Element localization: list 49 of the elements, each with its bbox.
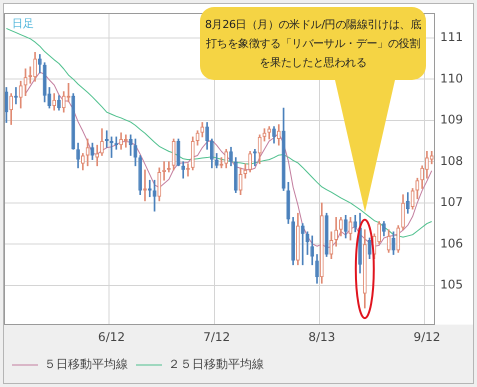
candlestick [4,87,8,123]
legend-label: ５日移動平均線 [44,357,128,372]
candlestick [176,138,180,166]
legend-label: ２５日移動平均線 [168,357,264,372]
candlestick [100,128,104,156]
y-tick-label: 110 [440,71,463,86]
candlestick [24,68,28,96]
candlestick [324,212,328,257]
candlestick [48,87,52,108]
y-tick-label: 105 [440,278,463,292]
candlestick [57,95,61,110]
candlestick [262,128,266,142]
candlestick [76,142,80,168]
candlestick [86,138,90,166]
candlestick [220,157,224,168]
candlestick [229,146,233,166]
candlestick [267,126,272,140]
annotation: 8月26日（月）の米ドル/円の陽線引けは、底打ちを象徴する「リバーサル・デー」の役割を果たしたと思われる [200,7,426,80]
x-tick-label: 7/12 [203,330,230,344]
x-tick-label: 6/12 [98,330,125,344]
x-tick-label: 9/12 [413,330,440,344]
candlestick [382,221,386,236]
candlestick [306,231,310,255]
x-tick-label: 8/13 [308,330,336,344]
candlestick [282,108,286,191]
candlestick [348,217,352,240]
candlestick [272,126,276,144]
y-tick-label: 107 [440,195,463,210]
candlestick [248,151,252,172]
candlestick [90,142,94,160]
candlestick [276,124,281,146]
candlestick [205,122,209,150]
candlestick [339,217,343,236]
candlestick [196,130,200,146]
y-tick-label: 111 [440,30,463,44]
y-tick-label: 106 [440,236,463,250]
candlestick [410,188,414,210]
candlestick [401,194,405,230]
y-tick-label: 108 [440,154,463,168]
candlestick [152,180,156,212]
candlestick [368,238,372,259]
candlestick [134,138,138,166]
candlestick [392,231,396,255]
annotation: 日足 [12,16,34,32]
y-tick-label: 109 [440,112,463,127]
candlestick [296,212,300,266]
candlestick [238,168,242,196]
candlestick [14,87,18,104]
candlestick [315,254,319,284]
